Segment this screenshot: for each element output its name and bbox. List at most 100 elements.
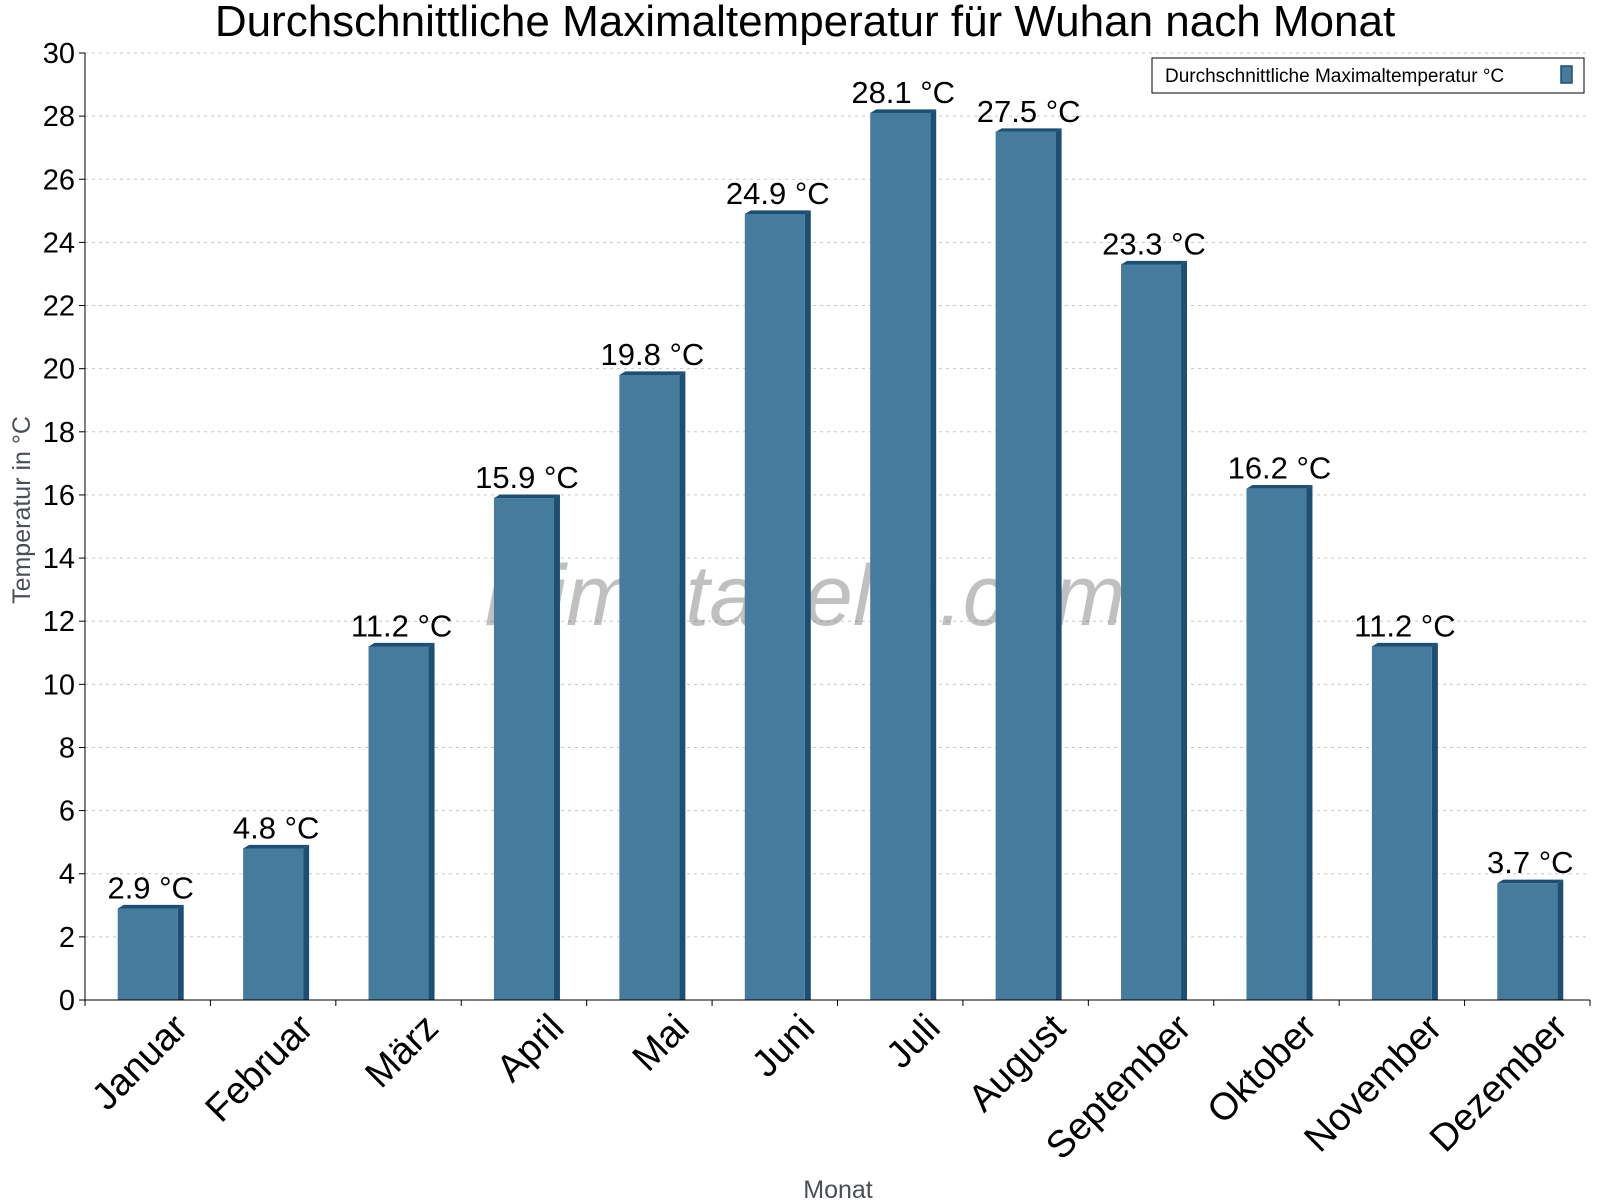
bars <box>117 109 1564 1001</box>
y-tick-label: 14 <box>43 543 75 575</box>
bar-august <box>995 128 1062 1001</box>
y-tick-label: 0 <box>59 985 75 1017</box>
bar-dezember <box>1497 879 1564 1000</box>
bar-front <box>1497 883 1558 1000</box>
bar-value-label: 11.2 °C <box>351 608 452 643</box>
bar-value-label: 23.3 °C <box>1102 226 1206 261</box>
x-axis-ticks: Januar Februar März April Mai Juni Juli AugustS… <box>84 1000 1591 1168</box>
bar-top <box>619 371 686 375</box>
bar-mai <box>619 371 686 1001</box>
y-tick-label: 4 <box>59 859 75 891</box>
bar-side <box>930 109 937 1001</box>
bar-front <box>995 131 1056 1000</box>
bar-front <box>1121 264 1182 1000</box>
bar-labels: 2.9 °C 4.8 °C 11.2 °C 15.9 °C 19.8 °C 24.9 °C… <box>107 75 1573 905</box>
bar-front <box>870 112 931 1000</box>
bar-side <box>303 844 310 1000</box>
bar-front <box>744 213 805 1001</box>
x-tick-label-februar: Februar <box>198 1006 322 1130</box>
bar-top <box>1497 879 1564 884</box>
y-tick-label: 6 <box>59 796 75 828</box>
bar-märz <box>368 642 435 1000</box>
y-tick-label: 26 <box>43 164 75 196</box>
bar-front <box>1371 646 1432 1000</box>
chart-title: Durchschnittliche Maximaltemperatur für … <box>215 0 1395 46</box>
bar-side <box>1431 642 1438 1000</box>
x-tick-label-januar: Januar <box>84 1006 196 1118</box>
bar-side <box>1181 260 1188 1000</box>
bar-januar <box>117 904 184 1000</box>
y-tick-label: 12 <box>43 606 75 638</box>
grid-lines <box>85 52 1590 938</box>
bar-april <box>493 494 560 1000</box>
bar-top <box>870 109 937 113</box>
bar-side <box>553 494 560 1000</box>
bar-top <box>243 844 310 849</box>
y-tick-label: 2 <box>59 922 75 954</box>
bar-side <box>679 371 686 1000</box>
x-tick-label-juni: Juni <box>744 1007 823 1086</box>
bar-juli <box>870 109 937 1001</box>
bar-value-label: 16.2 °C <box>1228 451 1332 486</box>
bar-value-label: 24.9 °C <box>726 176 830 211</box>
bar-side <box>1557 879 1564 1000</box>
legend-label: Durchschnittliche Maximaltemperatur °C <box>1165 66 1504 87</box>
bar-front <box>368 646 429 1000</box>
bar-top <box>1246 485 1313 489</box>
bar-juni <box>744 210 811 1001</box>
bar-top <box>1121 260 1188 265</box>
bar-front <box>619 374 680 1001</box>
bar-value-label: 27.5 °C <box>977 94 1081 129</box>
axes <box>84 53 1590 1001</box>
bar-front <box>243 848 304 1000</box>
y-tick-label: 10 <box>43 669 75 701</box>
bar-september <box>1121 260 1188 1000</box>
x-tick-label-mai: Mai <box>625 1007 698 1080</box>
x-tick-label-august: August <box>961 1006 1075 1120</box>
x-tick-label-märz: März <box>357 1007 446 1096</box>
bar-side <box>177 904 184 1000</box>
y-tick-label: 28 <box>43 101 75 133</box>
bar-top <box>1371 642 1438 647</box>
bar-top <box>744 210 811 214</box>
bar-value-label: 28.1 °C <box>851 75 955 110</box>
bar-value-label: 15.9 °C <box>475 460 579 495</box>
bar-value-label: 3.7 °C <box>1487 845 1574 880</box>
bar-value-label: 19.8 °C <box>601 337 705 372</box>
x-tick-label-april: April <box>489 1007 572 1090</box>
bar-front <box>117 908 178 1000</box>
bar-front <box>1246 488 1307 1000</box>
y-tick-label: 16 <box>43 480 75 512</box>
bar-top <box>995 128 1062 132</box>
bar-side <box>1306 485 1313 1000</box>
x-tick-label-dezember: Dezember <box>1422 1006 1576 1160</box>
legend: Durchschnittliche Maximaltemperatur °C <box>1151 57 1585 94</box>
bar-front <box>493 498 554 1000</box>
y-tick-label: 8 <box>59 732 75 764</box>
bar-value-label: 4.8 °C <box>233 810 320 845</box>
legend-swatch <box>1560 65 1573 84</box>
bar-november <box>1371 642 1438 1000</box>
bar-value-label: 2.9 °C <box>107 870 194 905</box>
x-tick-label-oktober: Oktober <box>1200 1006 1326 1132</box>
bar-februar <box>243 844 310 1000</box>
y-tick-label: 22 <box>43 291 75 323</box>
bar-side <box>1055 128 1062 1001</box>
bar-top <box>493 494 560 499</box>
legend-box <box>1151 57 1585 94</box>
x-tick-label-juli: Juli <box>879 1007 949 1077</box>
bar-oktober <box>1246 485 1313 1000</box>
bar-top <box>368 642 435 647</box>
y-tick-label: 24 <box>43 227 75 259</box>
y-tick-label: 20 <box>43 354 75 386</box>
bar-side <box>428 642 435 1000</box>
bar-top <box>117 904 184 909</box>
y-tick-label: 18 <box>43 417 75 449</box>
y-tick-label: 30 <box>43 38 75 70</box>
bar-side <box>804 210 811 1000</box>
x-axis-title: Monat <box>803 1176 873 1200</box>
y-axis-title: Temperatur in °C <box>8 416 36 604</box>
bar-value-label: 11.2 °C <box>1354 608 1455 643</box>
